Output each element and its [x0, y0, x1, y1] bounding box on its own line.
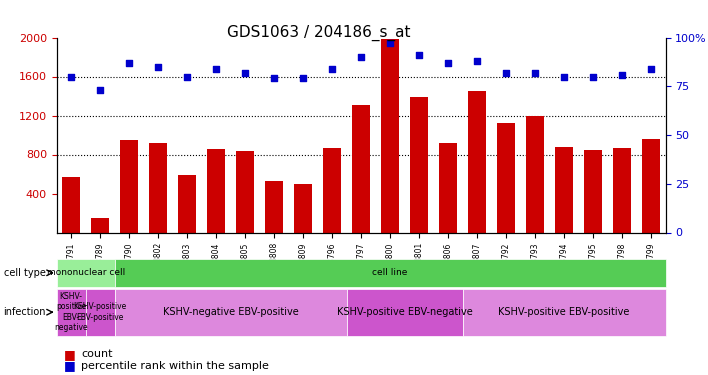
Bar [584, 150, 602, 232]
Text: KSHV-positive EBV-negative: KSHV-positive EBV-negative [337, 307, 472, 317]
Point [530, 70, 541, 76]
Bar [295, 184, 312, 232]
Text: KSHV-positive
EBV-positive: KSHV-positive EBV-positive [74, 303, 127, 322]
Point [472, 58, 483, 64]
Point [355, 54, 367, 60]
Point [384, 40, 396, 46]
Bar [382, 39, 399, 232]
Text: KSHV-
positive
EBV-
negative: KSHV- positive EBV- negative [55, 292, 88, 332]
Point [646, 66, 657, 72]
Bar [91, 218, 109, 232]
Bar [324, 148, 341, 232]
Text: percentile rank within the sample: percentile rank within the sample [81, 361, 269, 370]
Point [501, 70, 512, 76]
Point [326, 66, 338, 72]
Bar [613, 148, 631, 232]
Point [559, 74, 570, 80]
Bar [526, 117, 544, 232]
Point [65, 74, 76, 80]
Text: KSHV-negative EBV-positive: KSHV-negative EBV-positive [163, 307, 299, 317]
Bar [497, 123, 515, 232]
Text: infection: infection [4, 307, 46, 317]
Text: cell type: cell type [4, 268, 45, 278]
Point [413, 52, 425, 58]
Bar [236, 151, 253, 232]
Text: KSHV-positive EBV-positive: KSHV-positive EBV-positive [498, 307, 629, 317]
Text: ■: ■ [64, 359, 76, 372]
Text: mononuclear cell: mononuclear cell [47, 268, 125, 278]
Bar [411, 97, 428, 232]
Bar [353, 105, 370, 232]
Point [442, 60, 454, 66]
Bar [207, 148, 225, 232]
Text: GDS1063 / 204186_s_at: GDS1063 / 204186_s_at [227, 24, 411, 40]
Point [268, 75, 280, 81]
Bar [469, 91, 486, 232]
Bar [62, 177, 80, 232]
Point [617, 72, 628, 78]
Point [588, 74, 599, 80]
Text: count: count [81, 350, 113, 359]
Point [181, 74, 193, 80]
Point [152, 64, 164, 70]
Point [94, 87, 105, 93]
Bar [120, 140, 138, 232]
Text: ■: ■ [64, 348, 76, 361]
Bar [555, 147, 573, 232]
Bar [440, 143, 457, 232]
Bar [178, 175, 196, 232]
Point [123, 60, 135, 66]
Bar [149, 143, 167, 232]
Bar [266, 181, 282, 232]
Bar [642, 139, 660, 232]
Point [297, 75, 309, 81]
Text: cell line: cell line [372, 268, 408, 278]
Point [210, 66, 222, 72]
Point [239, 70, 251, 76]
